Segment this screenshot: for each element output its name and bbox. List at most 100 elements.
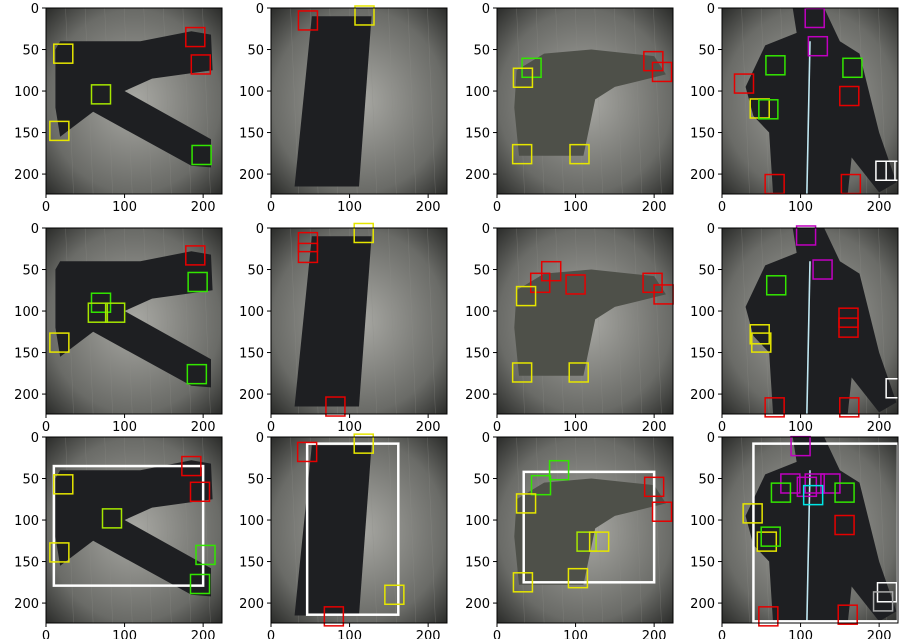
y-tick-label: 150: [465, 347, 490, 362]
keypoint-box: [53, 43, 74, 64]
garment-shape: [745, 228, 897, 414]
keypoint-box: [642, 272, 663, 294]
keypoint-box: [770, 482, 792, 503]
floor-plank-line: [143, 227, 153, 415]
y-tick-label: 100: [14, 85, 39, 100]
floor-plank-line: [614, 227, 623, 415]
x-tick-label: 200: [416, 200, 441, 215]
floor-plank-line: [614, 436, 623, 624]
y-tick-label: 200: [14, 597, 39, 612]
x-tick-label: 200: [642, 420, 667, 435]
x-tick-label: 0: [718, 629, 726, 639]
keypoint-box: [807, 35, 829, 57]
keypoint-box: [297, 242, 319, 264]
keypoint-box: [323, 606, 345, 627]
keypoint-box: [353, 222, 374, 244]
y-tick-label: 200: [465, 597, 490, 612]
keypoint-box: [872, 591, 894, 612]
y-tick-label: 150: [239, 347, 264, 362]
keypoint-box: [839, 397, 860, 418]
y-tick-label: 0: [707, 431, 715, 446]
y-tick-label: 0: [482, 222, 490, 237]
panel-r3c1: 0 100 200 0 50 100 150 200: [14, 431, 223, 639]
axes-frame: [721, 7, 899, 195]
panel-r2c1: 0 100 200 0 50 100 150 200: [14, 222, 223, 435]
keypoint-box: [812, 259, 833, 280]
keypoint-box: [529, 272, 551, 294]
axes-frame: [496, 7, 674, 195]
y-tick-label: 200: [239, 597, 264, 612]
x-tick-label: 200: [867, 420, 892, 435]
floor-plank-line: [653, 436, 662, 624]
y-tick-label: 50: [698, 473, 715, 488]
keypoint-box: [49, 332, 70, 353]
y-tick-label: 50: [22, 473, 39, 488]
keypoint-box: [101, 508, 123, 529]
garment-shape: [55, 460, 213, 597]
y-tick-label: 50: [247, 44, 264, 59]
floor-plank-line: [427, 7, 436, 195]
keypoint-box: [749, 98, 770, 119]
y-tick-label: 50: [247, 264, 264, 279]
x-tick-label: 100: [788, 200, 813, 215]
axes-frame: [270, 436, 448, 624]
x-tick-label: 100: [112, 200, 137, 215]
x-tick-label: 0: [267, 200, 275, 215]
keypoint-box: [185, 26, 206, 48]
floor-plank-line: [741, 436, 750, 624]
keypoint-box: [185, 245, 206, 266]
keypoint-box: [49, 120, 70, 142]
x-tick-label: 0: [42, 200, 50, 215]
x-tick-label: 0: [42, 629, 50, 639]
x-tick-label: 0: [718, 420, 726, 435]
keypoint-box: [297, 10, 319, 31]
keypoint-box: [187, 271, 208, 293]
y-tick-label: 50: [473, 44, 490, 59]
keypoint-box: [191, 144, 212, 166]
keypoint-box: [181, 455, 202, 477]
y-tick-label: 150: [690, 347, 715, 362]
y-tick-label: 0: [707, 222, 715, 237]
keypoint-box: [189, 481, 211, 503]
keypoint-box: [515, 285, 537, 307]
keypoint-box: [643, 476, 665, 498]
y-tick-label: 200: [690, 597, 715, 612]
panel-r3c2: 0 100 200 0 50 100 150 200: [239, 431, 448, 639]
keypoint-box: [765, 275, 787, 296]
floor-plank-line: [427, 436, 436, 624]
keypoint-box: [885, 160, 902, 181]
garment-shape: [514, 49, 666, 156]
y-tick-label: 150: [465, 556, 490, 571]
x-tick-label: 100: [112, 629, 137, 639]
keypoint-box: [49, 542, 70, 563]
keypoint-box: [760, 526, 781, 547]
y-tick-label: 0: [256, 222, 264, 237]
x-tick-label: 200: [191, 200, 216, 215]
keypoint-box: [567, 567, 589, 589]
keypoint-box: [764, 397, 785, 418]
axes-frame: [721, 227, 899, 415]
x-tick-label: 0: [267, 629, 275, 639]
keypoint-box: [765, 55, 786, 76]
y-tick-label: 200: [465, 388, 490, 403]
x-tick-label: 200: [642, 200, 667, 215]
garment-shape: [745, 8, 897, 194]
x-tick-label: 200: [191, 629, 216, 639]
y-tick-label: 100: [465, 514, 490, 529]
y-tick-label: 150: [690, 127, 715, 142]
bounding-frame: [52, 464, 205, 587]
axes-frame: [721, 436, 899, 624]
panel-r2c4: 0 100 200 0 50 100 150 200: [690, 222, 902, 435]
keypoint-box: [104, 302, 126, 323]
panel-r1c2: 0 100 200 0 50 100 150 200: [239, 2, 448, 215]
panel-r1c1: 0 100 200 0 50 100 150 200: [14, 2, 223, 215]
keypoint-box: [749, 324, 770, 345]
y-tick-label: 150: [14, 347, 39, 362]
x-tick-label: 100: [563, 629, 588, 639]
keypoint-box: [511, 143, 533, 165]
y-tick-label: 50: [473, 473, 490, 488]
y-tick-label: 200: [239, 168, 264, 183]
floor-plank-line: [614, 7, 623, 195]
x-tick-label: 200: [867, 629, 892, 639]
axes-frame: [496, 227, 674, 415]
